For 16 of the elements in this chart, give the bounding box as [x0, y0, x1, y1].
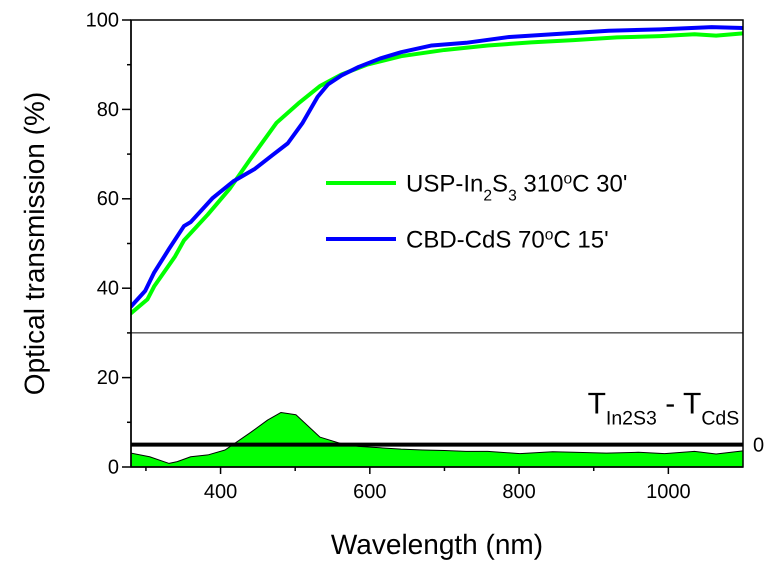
y-tick-label: 40 [96, 278, 119, 300]
x-tick-label: 600 [353, 481, 387, 503]
annotation: 0 [753, 434, 764, 457]
y-tick-label: 20 [96, 367, 119, 389]
series-label: T$_{In2S3}$ - T$_{CdS}$ [588, 387, 740, 430]
y-axis-title: Optical transmission (%) [19, 92, 50, 396]
x-tick-label: 800 [502, 481, 536, 503]
legend-label: CBD-CdS 70$^{o}$C 15' [406, 226, 609, 254]
x-tick-label: 400 [204, 481, 238, 503]
y-tick-label: 60 [96, 188, 119, 210]
y-tick-label: 80 [96, 98, 119, 121]
x-axis-title: Wavelength (nm) [330, 529, 544, 560]
legend-label: USP-In$_{2}$S$_{3}$ 310$^{o}$C 30' [406, 170, 628, 204]
y-tick-label: 100 [86, 9, 119, 32]
y-tick-label: 0 [108, 456, 119, 478]
x-tick-label: 1000 [646, 481, 691, 503]
